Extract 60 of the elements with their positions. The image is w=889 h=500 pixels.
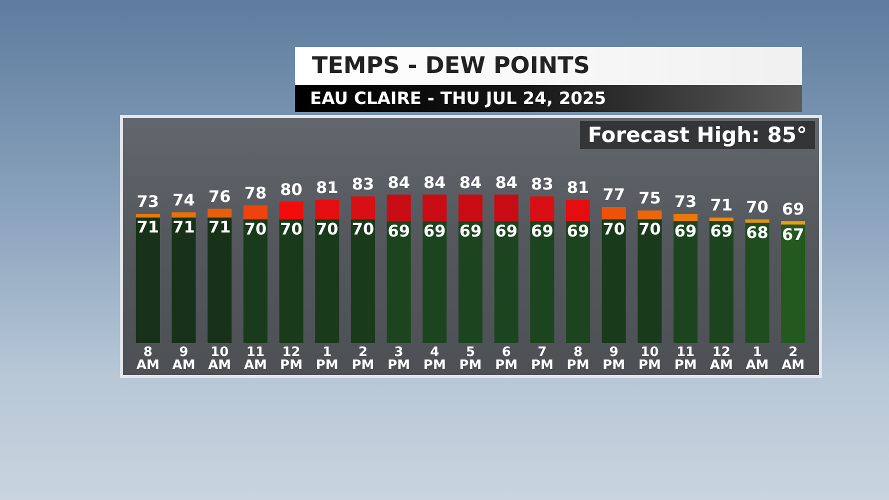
data-label: 69 (531, 221, 554, 240)
total-label: 74 (172, 190, 195, 210)
data-label: 69 (388, 221, 410, 240)
x-tick-label: 1 AM (746, 344, 769, 373)
data-label: 71 (136, 218, 160, 237)
data-label: 67 (782, 224, 804, 244)
total-label: 83 (531, 174, 554, 194)
data-label: 69 (424, 221, 446, 240)
chart-title: TEMPS - DEW POINTS (312, 53, 590, 79)
x-tick-label: 7 PM (530, 344, 554, 373)
data-label: 69 (710, 221, 733, 240)
total-label: 73 (674, 192, 697, 212)
total-label: 69 (782, 199, 804, 218)
data-label: 70 (352, 219, 374, 238)
data-label: 70 (602, 219, 625, 238)
data-label: 71 (208, 218, 231, 237)
x-tick-label: 10 AM (208, 344, 232, 373)
x-tick-label: 1 PM (316, 344, 338, 373)
data-label: 69 (566, 221, 590, 240)
total-label: 75 (638, 188, 661, 208)
total-label: 76 (208, 186, 231, 206)
x-tick-label: 6 PM (495, 344, 518, 373)
data-label: 70 (316, 219, 338, 238)
x-tick-label: 8 AM (136, 344, 160, 373)
data-label: 70 (244, 219, 267, 238)
x-tick-label: 11 PM (674, 344, 697, 373)
x-tick-label: 9 PM (602, 344, 626, 373)
data-label: 69 (459, 221, 482, 240)
total-label: 73 (136, 192, 160, 212)
x-tick-label: 8 PM (566, 344, 590, 373)
total-label: 70 (746, 197, 768, 216)
x-tick-label: 5 PM (459, 344, 482, 373)
data-label: 71 (172, 218, 195, 237)
total-label: 71 (710, 196, 733, 215)
data-label: 69 (495, 221, 518, 240)
total-label: 81 (316, 178, 338, 198)
data-label: 69 (674, 221, 697, 240)
total-label: 84 (459, 172, 482, 192)
x-tick-label: 9 AM (172, 344, 196, 373)
total-label: 81 (566, 178, 590, 198)
x-tick-label: 3 PM (388, 344, 410, 373)
total-label: 84 (388, 172, 410, 192)
x-tick-label: 11 AM (244, 344, 267, 373)
total-label: 77 (602, 185, 625, 204)
chart-subtitle: EAU CLAIRE - THU JUL 24, 2025 (310, 88, 606, 108)
x-tick-label: 10 PM (638, 344, 661, 373)
total-label: 78 (244, 183, 267, 202)
data-label: 70 (638, 219, 661, 238)
total-label: 80 (280, 180, 302, 199)
text: Forecast High: 85° (588, 123, 807, 147)
x-tick-label: 12 AM (710, 344, 733, 373)
total-label: 84 (424, 172, 446, 192)
data-label: 68 (746, 223, 768, 242)
data-label: 70 (280, 219, 302, 238)
x-tick-label: 2 PM (352, 344, 374, 373)
total-label: 84 (495, 172, 518, 192)
total-label: 83 (352, 174, 374, 194)
x-tick-label: 12 PM (280, 344, 303, 373)
x-tick-label: 2 AM (782, 344, 805, 373)
x-tick-label: 4 PM (423, 344, 446, 373)
